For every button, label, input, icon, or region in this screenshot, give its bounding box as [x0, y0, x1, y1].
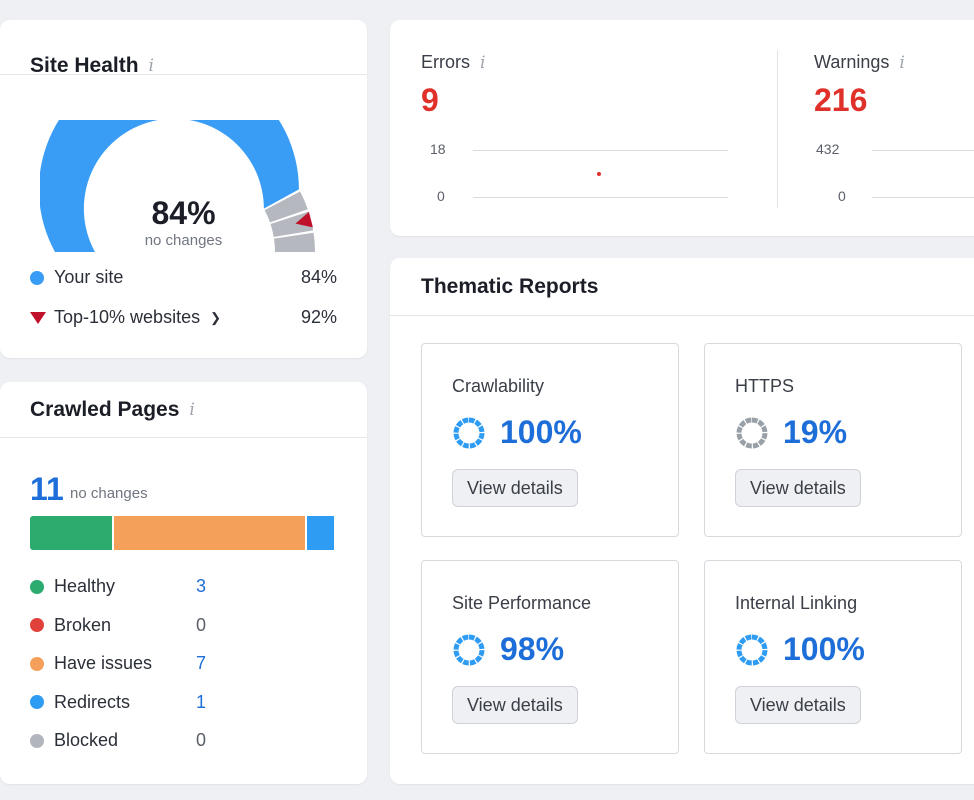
divider	[0, 437, 367, 438]
view-details-button[interactable]: View details	[452, 686, 578, 724]
bar-segment-healthy[interactable]	[30, 516, 114, 550]
report-score-row: 19%	[735, 414, 847, 451]
crawled-pages-change: no changes	[70, 485, 148, 502]
report-score-row: 100%	[735, 631, 865, 668]
crawled-row-value[interactable]: 7	[196, 653, 207, 673]
gauge-your-site-segment	[40, 120, 299, 252]
warnings-value[interactable]: 216	[814, 82, 868, 118]
warnings-grid-bottom	[872, 197, 974, 198]
issues-separator	[777, 50, 778, 208]
report-tile-internal-linking: Internal Linking 100% View details	[704, 560, 962, 754]
crawled-pages-title: Crawled Pages i	[30, 398, 195, 422]
site-health-title: Site Health i	[30, 54, 154, 78]
crawled-row-broken: Broken 0	[30, 615, 230, 636]
site-health-change: no changes	[144, 232, 223, 249]
warnings-label-text: Warnings	[814, 52, 890, 72]
report-score-row: 98%	[452, 631, 564, 668]
warnings-label: Warnings i	[814, 52, 905, 73]
report-name: HTTPS	[735, 376, 795, 396]
report-score: 98%	[500, 631, 565, 667]
crawled-pages-count[interactable]: 11	[30, 471, 64, 507]
score-ring-icon	[453, 417, 485, 448]
legend-your-site-label: Your site	[54, 267, 124, 287]
view-details-button[interactable]: View details	[735, 686, 861, 724]
status-dot-icon	[30, 579, 44, 594]
legend-top10[interactable]: Top-10% websites ❯ 92%	[30, 307, 337, 328]
report-tile-https: HTTPS 19% View details	[704, 343, 962, 537]
status-dot-icon	[30, 733, 44, 748]
status-dot-icon	[30, 656, 44, 671]
your-site-dot-icon	[30, 270, 44, 285]
errors-axis-max: 18	[430, 141, 446, 157]
report-name: Internal Linking	[735, 593, 858, 613]
site-health-card: Site Health i 84% no changes Your site 8…	[0, 20, 367, 358]
legend-your-site: Your site 84%	[30, 267, 337, 288]
site-health-score: 84%	[151, 195, 216, 231]
errors-grid-bottom	[473, 197, 728, 198]
score-ring-icon	[736, 417, 768, 448]
top10-triangle-icon	[30, 311, 46, 324]
crawled-row-label: Blocked	[54, 730, 119, 750]
issues-card: Errors i 9 18 0 Warnings i 216 432 0	[390, 20, 974, 236]
view-details-button[interactable]: View details	[735, 469, 861, 507]
crawled-row-label: Redirects	[54, 691, 131, 712]
report-tile-site-performance: Site Performance 98% View details	[421, 560, 679, 754]
crawled-pages-title-text: Crawled Pages	[30, 398, 180, 421]
crawled-row-label: Healthy	[54, 576, 116, 596]
warnings-axis-min: 0	[838, 188, 846, 204]
errors-grid-top	[473, 150, 728, 151]
legend-your-site-value: 84%	[300, 267, 337, 287]
crawled-row-label: Broken	[54, 614, 112, 635]
report-tile-crawlability: Crawlability 100% View details	[421, 343, 679, 537]
status-dot-icon	[30, 618, 44, 632]
bar-segment-redirects[interactable]	[306, 516, 336, 550]
divider	[0, 74, 367, 75]
report-name: Site Performance	[452, 593, 592, 613]
info-icon[interactable]: i	[899, 52, 905, 73]
errors-label-text: Errors	[421, 52, 470, 72]
crawled-row-healthy: Healthy 3	[30, 576, 230, 597]
legend-top10-label: Top-10% websites	[54, 307, 201, 327]
info-icon[interactable]: i	[148, 56, 154, 76]
crawled-row-value: 0	[196, 730, 207, 750]
view-details-button[interactable]: View details	[452, 469, 578, 507]
site-health-title-text: Site Health	[30, 54, 139, 77]
report-score-row: 100%	[452, 414, 582, 451]
errors-value[interactable]: 9	[421, 82, 439, 118]
gauge-remaining-segment	[264, 191, 308, 223]
report-score: 100%	[500, 414, 582, 450]
crawled-pages-bar	[30, 516, 336, 550]
crawled-row-value[interactable]: 1	[196, 691, 207, 712]
gauge-remaining-segment	[274, 232, 315, 252]
site-health-gauge	[40, 120, 315, 252]
chevron-down-icon[interactable]: ❯	[210, 309, 221, 325]
status-dot-icon	[30, 695, 44, 709]
info-icon[interactable]: i	[480, 52, 486, 73]
errors-trend-point	[597, 172, 601, 176]
divider	[390, 315, 974, 316]
crawled-pages-card: Crawled Pages i 11 no changes Healthy 3 Br…	[0, 382, 367, 784]
gauge-top10-marker-icon	[295, 211, 313, 228]
warnings-grid-top	[872, 150, 974, 151]
crawled-row-blocked: Blocked 0	[30, 730, 230, 751]
crawled-row-value: 0	[196, 614, 207, 635]
thematic-reports-title: Thematic Reports	[421, 275, 599, 298]
info-icon[interactable]: i	[189, 400, 195, 420]
crawled-row-value[interactable]: 3	[196, 576, 207, 596]
crawled-row-label: Have issues	[54, 653, 153, 673]
report-score: 100%	[783, 631, 865, 667]
score-ring-icon	[736, 634, 768, 665]
warnings-axis-max: 432	[816, 141, 840, 157]
crawled-row-have-issues: Have issues 7	[30, 653, 230, 674]
report-score: 19%	[783, 414, 848, 450]
thematic-reports-card: Thematic Reports Crawlability 100% View de…	[390, 258, 974, 784]
bar-segment-have-issues[interactable]	[113, 516, 307, 550]
errors-axis-min: 0	[437, 188, 445, 204]
score-ring-icon	[453, 634, 485, 665]
legend-top10-value: 92%	[300, 307, 337, 327]
crawled-row-redirects: Redirects 1	[30, 692, 230, 713]
report-name: Crawlability	[452, 376, 545, 396]
errors-label: Errors i	[421, 52, 485, 73]
